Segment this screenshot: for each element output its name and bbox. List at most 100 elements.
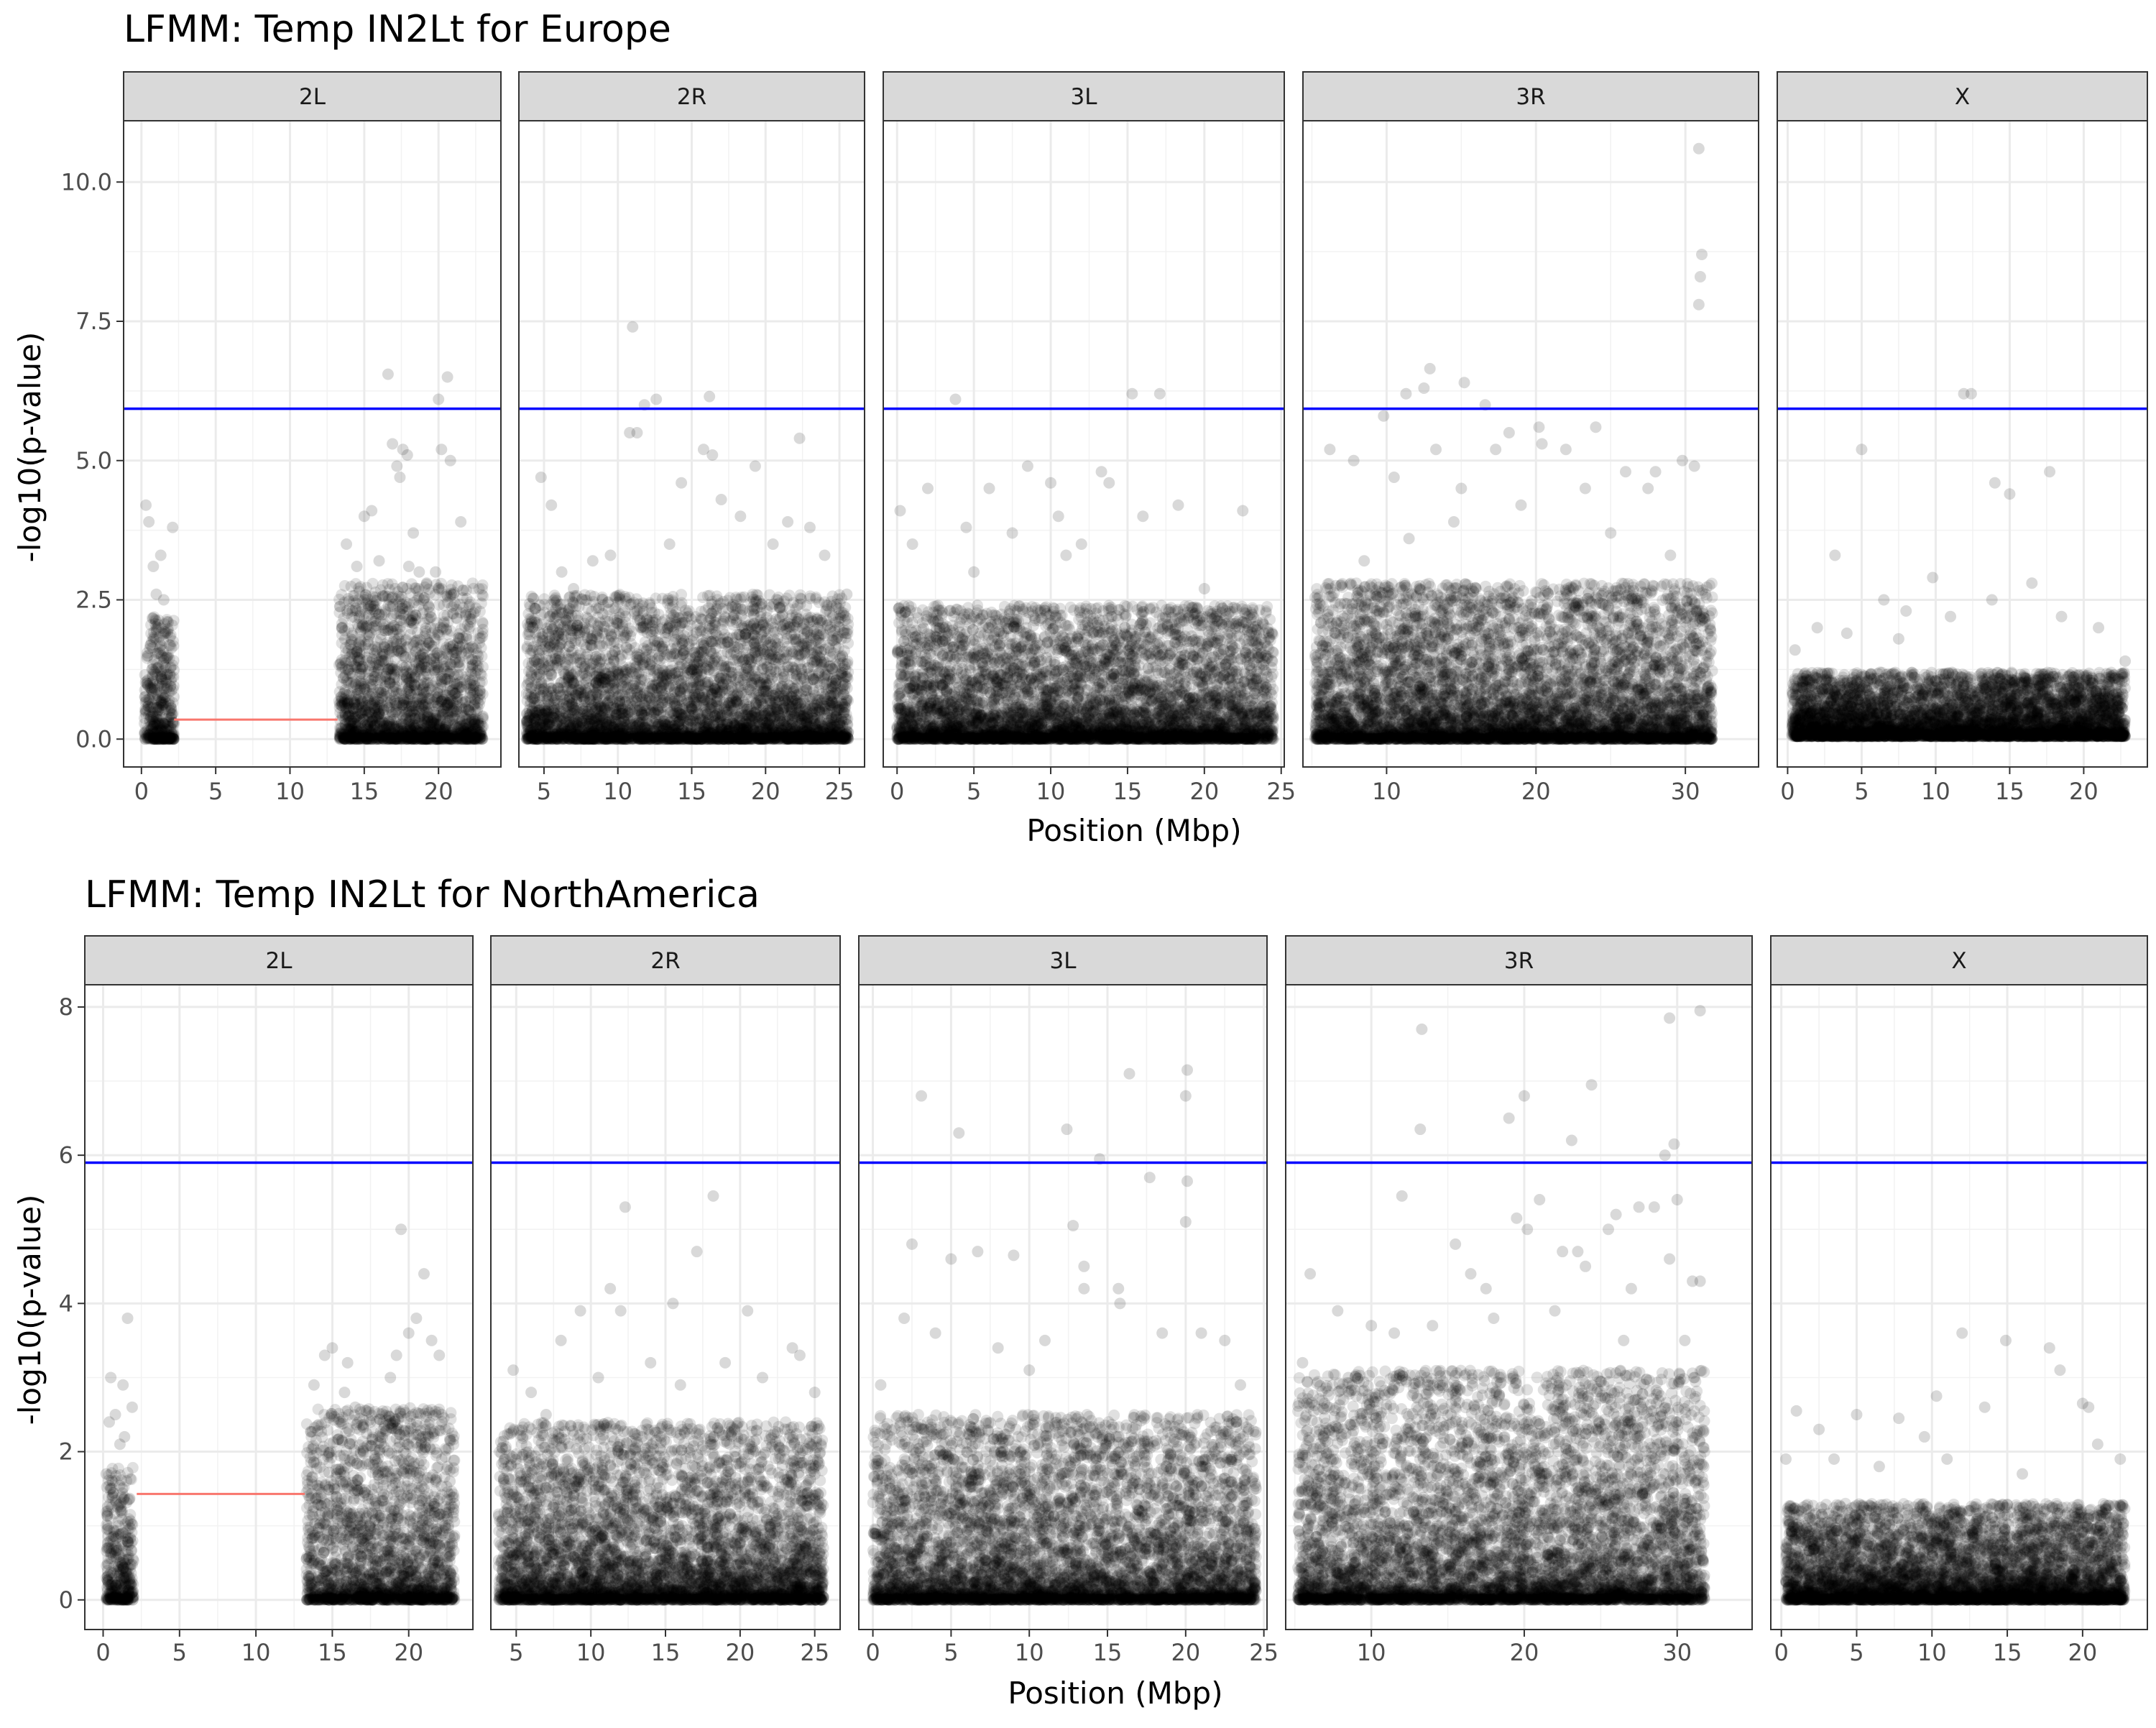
data-point xyxy=(436,675,447,686)
data-point xyxy=(469,732,481,743)
data-point xyxy=(451,647,462,658)
data-point xyxy=(344,668,356,679)
data-point xyxy=(387,438,398,450)
data-point xyxy=(150,727,162,739)
data-point xyxy=(431,658,443,669)
data-point xyxy=(339,693,351,704)
data-point xyxy=(413,566,425,578)
data-point xyxy=(158,689,170,701)
data-point xyxy=(403,561,415,572)
panel-strip-label: 2L xyxy=(299,84,326,110)
data-point xyxy=(391,461,402,472)
data-point xyxy=(146,702,157,713)
data-point xyxy=(442,710,453,722)
data-point xyxy=(147,663,158,675)
data-point xyxy=(167,733,179,745)
data-point xyxy=(142,651,153,662)
data-point xyxy=(477,579,489,591)
data-point xyxy=(346,628,357,639)
data-point xyxy=(143,516,155,528)
data-point xyxy=(158,594,170,606)
data-point xyxy=(415,679,426,691)
data-point xyxy=(475,633,487,644)
data-point xyxy=(455,516,466,528)
data-point xyxy=(442,372,453,383)
data-point xyxy=(353,642,364,653)
data-point xyxy=(165,675,177,686)
data-point xyxy=(445,455,456,467)
data-point xyxy=(462,619,474,630)
data-point xyxy=(400,597,412,609)
data-point xyxy=(140,500,152,511)
panel-strip-label: 2R xyxy=(677,84,706,110)
data-point xyxy=(377,691,388,702)
x-tick-label: 0 xyxy=(134,778,149,805)
data-point xyxy=(346,605,358,617)
y-tick-label: 7.5 xyxy=(75,308,112,335)
data-point xyxy=(157,666,169,677)
data-point xyxy=(465,608,476,620)
data-point xyxy=(421,716,433,727)
data-point xyxy=(402,641,413,653)
data-point xyxy=(353,582,364,594)
data-point xyxy=(406,706,418,717)
data-point xyxy=(367,643,378,655)
europe-chart-title: LFMM: Temp IN2Lt for Europe xyxy=(124,8,671,51)
data-point xyxy=(415,694,426,705)
data-point xyxy=(477,617,489,629)
data-point xyxy=(467,577,479,589)
data-point xyxy=(436,583,448,594)
data-point xyxy=(147,561,159,572)
data-point xyxy=(402,449,413,461)
data-point xyxy=(377,579,389,591)
data-point xyxy=(382,369,394,380)
data-point xyxy=(336,622,348,633)
x-tick-label: 15 xyxy=(349,778,379,805)
y-tick-label: 0.0 xyxy=(75,725,112,753)
data-point xyxy=(451,612,462,624)
data-point xyxy=(367,591,379,602)
data-point xyxy=(377,619,389,630)
y-tick-label: 5.0 xyxy=(75,447,112,474)
data-point xyxy=(343,645,354,656)
data-point xyxy=(432,723,443,735)
data-point xyxy=(397,582,409,593)
data-point xyxy=(410,733,421,745)
data-point xyxy=(162,617,174,628)
europe-x-axis-label: Position (Mbp) xyxy=(1026,813,1241,848)
data-point xyxy=(162,718,174,730)
data-point xyxy=(392,730,403,742)
data-point xyxy=(430,566,441,578)
data-point xyxy=(476,676,488,687)
data-point xyxy=(152,622,164,633)
x-tick-label: 5 xyxy=(208,778,223,805)
y-tick-label: 10.0 xyxy=(61,168,112,196)
data-point xyxy=(438,622,449,633)
data-point xyxy=(418,594,429,606)
data-point xyxy=(144,681,156,693)
data-point xyxy=(386,645,397,657)
data-point xyxy=(144,639,156,651)
data-point xyxy=(469,698,481,709)
data-point xyxy=(458,584,469,596)
data-point xyxy=(348,726,359,737)
data-point xyxy=(354,668,366,680)
data-point xyxy=(351,561,363,572)
data-point xyxy=(421,733,433,745)
data-point xyxy=(369,671,380,683)
data-point xyxy=(441,697,453,709)
data-point xyxy=(466,714,478,725)
data-point xyxy=(365,698,377,709)
data-point xyxy=(358,613,369,625)
data-point xyxy=(432,687,443,699)
europe-y-axis-label: -log10(p-value) xyxy=(12,332,47,563)
data-point xyxy=(155,550,167,561)
data-point xyxy=(333,594,345,605)
data-point xyxy=(422,613,433,625)
data-point xyxy=(397,668,409,680)
data-point xyxy=(433,394,444,405)
data-point xyxy=(451,679,462,690)
